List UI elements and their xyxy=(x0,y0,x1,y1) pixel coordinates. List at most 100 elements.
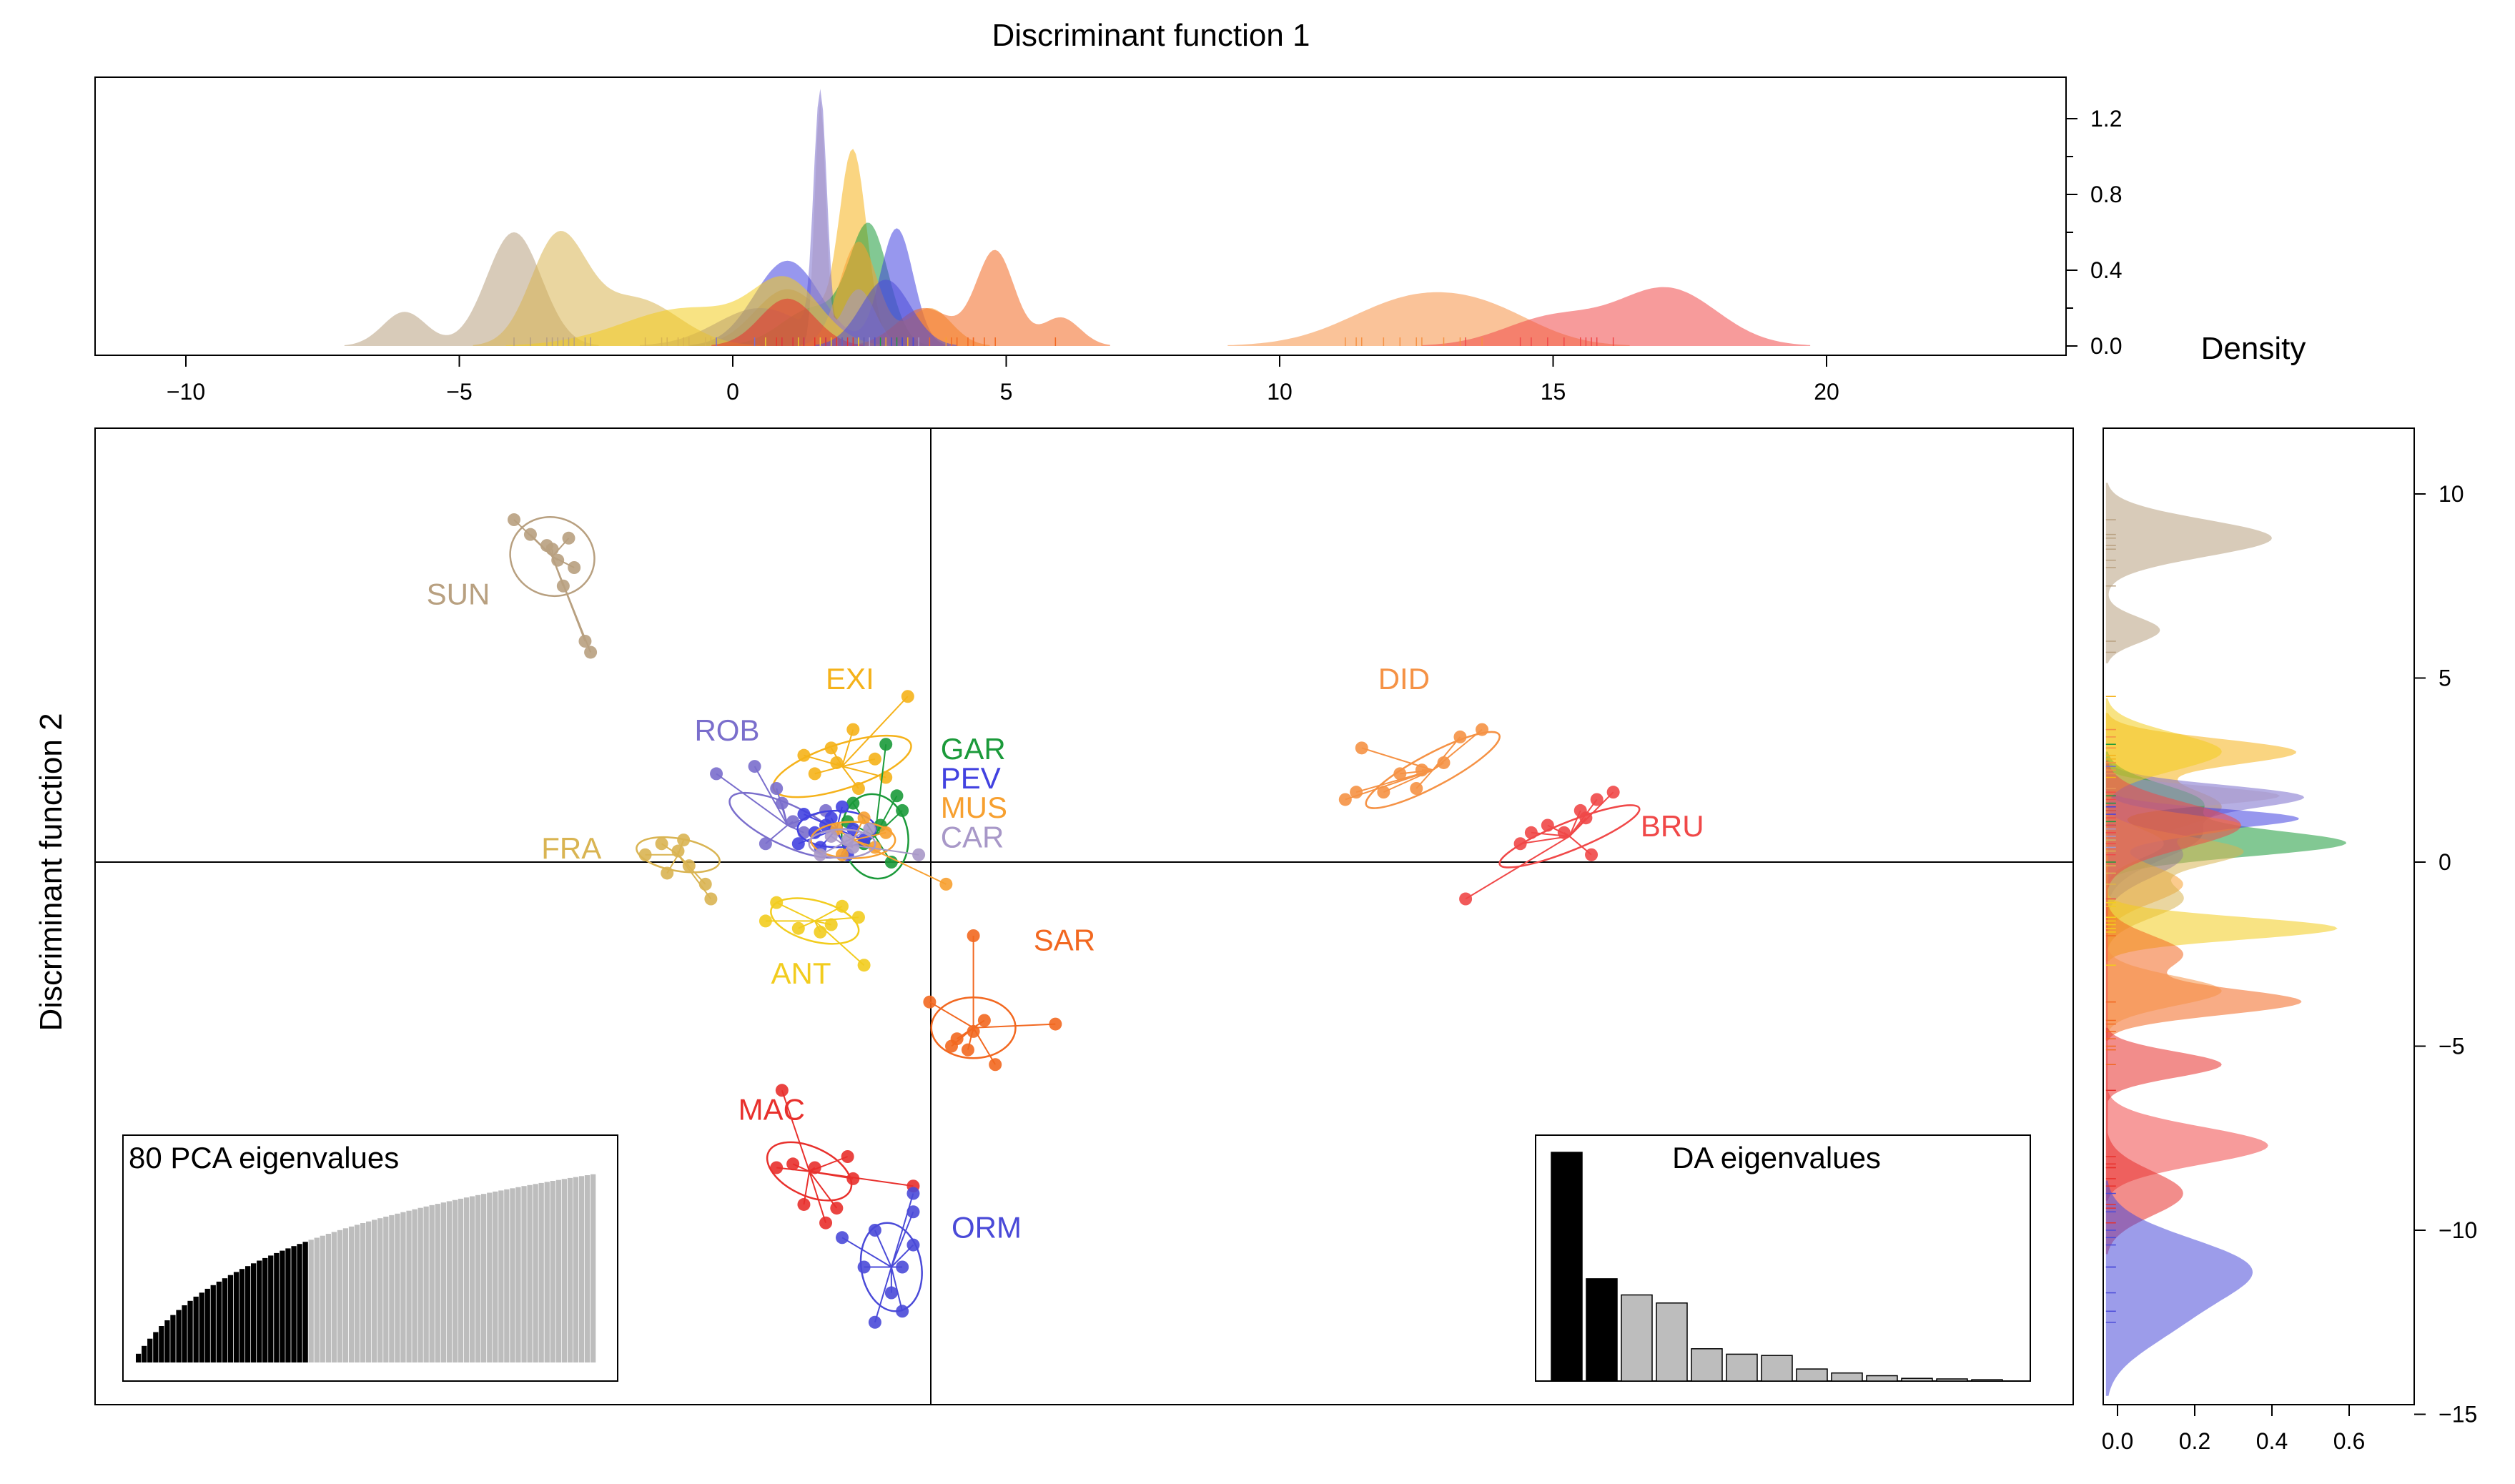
pca-bar xyxy=(239,1269,245,1362)
top-density-curves xyxy=(344,89,1811,346)
point-ant xyxy=(791,921,805,935)
point-orm xyxy=(836,1231,849,1245)
point-sar xyxy=(967,929,980,942)
point-pev xyxy=(791,837,805,851)
pca-bar xyxy=(302,1242,308,1362)
point-car xyxy=(824,829,838,843)
pca-bar xyxy=(136,1353,142,1362)
star-segment xyxy=(890,1267,904,1312)
scatter-frame xyxy=(94,427,2074,1405)
density-axis-title: Density xyxy=(2201,331,2306,366)
group-label-mac: MAC xyxy=(738,1093,805,1127)
right-density-panel: 10 5 0 −5 −10 −15 0.0 0.2 0.4 0.6 xyxy=(2102,427,2477,1454)
pca-bar xyxy=(389,1215,395,1362)
da-bar xyxy=(1761,1355,1793,1382)
point-bru xyxy=(1557,826,1571,839)
top-density-y-axis: 0.0 0.4 0.8 1.2 xyxy=(2066,106,2122,359)
pca-bar xyxy=(262,1257,268,1362)
pca-bars xyxy=(136,1174,596,1362)
pca-bar xyxy=(142,1345,147,1362)
star-segment xyxy=(1568,791,1614,837)
ellipse-ant xyxy=(770,897,860,945)
da-bar xyxy=(1831,1372,1863,1382)
pca-bar xyxy=(297,1244,302,1362)
star-segment xyxy=(841,766,886,778)
group-label-car: CAR xyxy=(941,820,1004,854)
point-mac xyxy=(841,1150,854,1163)
point-rob xyxy=(710,767,723,781)
pca-bar xyxy=(164,1320,170,1362)
density-curve-fra xyxy=(473,231,761,346)
ellipse-sun xyxy=(509,516,596,598)
point-mac xyxy=(786,1157,800,1171)
group-label-gar: GAR xyxy=(941,732,1006,766)
top-density-tick-label: 0.4 xyxy=(2090,257,2122,283)
top-density-panel: 0.0 0.4 0.8 1.2 −10 −5 0 5 10 15 20 xyxy=(94,76,2122,405)
point-bru xyxy=(1524,826,1538,839)
pca-bar xyxy=(268,1255,274,1362)
pca-bar xyxy=(285,1248,291,1362)
pca-bar xyxy=(331,1232,337,1362)
ellipse-mac xyxy=(766,1141,853,1202)
point-did xyxy=(1377,786,1390,799)
pca-bar xyxy=(423,1206,429,1362)
pca-bar xyxy=(199,1292,204,1362)
pca-bar xyxy=(567,1177,573,1362)
pca-bar xyxy=(578,1176,585,1362)
point-sun xyxy=(556,579,570,593)
group-rob xyxy=(710,760,846,859)
group-mac xyxy=(766,1084,920,1230)
y-axis: 10 5 0 −5 −10 −15 xyxy=(2414,481,2477,1428)
point-orm xyxy=(857,1260,871,1274)
pca-bar xyxy=(383,1217,389,1362)
y-tick-label: −15 xyxy=(2439,1402,2477,1428)
density-x-tick-label: 0.2 xyxy=(2179,1428,2210,1454)
pca-bar xyxy=(204,1288,210,1362)
point-pev xyxy=(836,800,849,813)
top-density-rug xyxy=(513,337,1614,346)
point-did xyxy=(1437,756,1451,769)
right-density-frame xyxy=(2103,427,2415,1405)
point-did xyxy=(1415,763,1428,777)
point-fra xyxy=(677,833,691,847)
y-axis-title: Discriminant function 2 xyxy=(34,713,69,1031)
x-axis: −10 −5 0 5 10 15 20 xyxy=(167,355,1839,405)
da-bar xyxy=(1796,1368,1828,1382)
point-sun xyxy=(578,635,592,648)
pca-bar xyxy=(487,1192,493,1362)
pca-bar xyxy=(320,1235,325,1362)
point-mac xyxy=(846,1172,860,1185)
pca-bar xyxy=(153,1332,159,1362)
group-fra xyxy=(636,833,721,906)
point-sun xyxy=(551,553,565,567)
point-sun xyxy=(545,543,559,556)
group-label-did: DID xyxy=(1378,662,1430,696)
x-tick-label: −10 xyxy=(167,379,205,405)
da-bar xyxy=(1901,1377,1933,1382)
x-tick-label: 5 xyxy=(1000,379,1013,405)
x-axis-title: Discriminant function 1 xyxy=(992,18,1310,53)
point-exi xyxy=(797,748,811,762)
pca-bar xyxy=(406,1210,412,1362)
density-curve-did xyxy=(2105,949,2222,1034)
point-exi xyxy=(868,752,881,766)
star-segment xyxy=(753,766,789,826)
group-label-sun: SUN xyxy=(427,578,490,611)
density-curve-car xyxy=(804,99,905,346)
point-orm xyxy=(906,1238,920,1252)
pca-bar xyxy=(504,1189,510,1362)
point-sar xyxy=(1049,1017,1062,1031)
pca-bar xyxy=(521,1186,527,1362)
point-mus xyxy=(879,826,893,839)
pca-bar xyxy=(366,1221,372,1362)
point-bru xyxy=(1585,848,1599,861)
point-did xyxy=(1355,741,1368,755)
density-curve-ant xyxy=(2105,698,2338,961)
point-fra xyxy=(682,859,696,873)
point-bru xyxy=(1573,803,1587,817)
point-fra xyxy=(704,892,718,906)
point-rob xyxy=(770,782,784,795)
group-label-ant: ANT xyxy=(771,956,831,990)
point-did xyxy=(1393,767,1407,781)
pca-bar xyxy=(280,1250,285,1362)
